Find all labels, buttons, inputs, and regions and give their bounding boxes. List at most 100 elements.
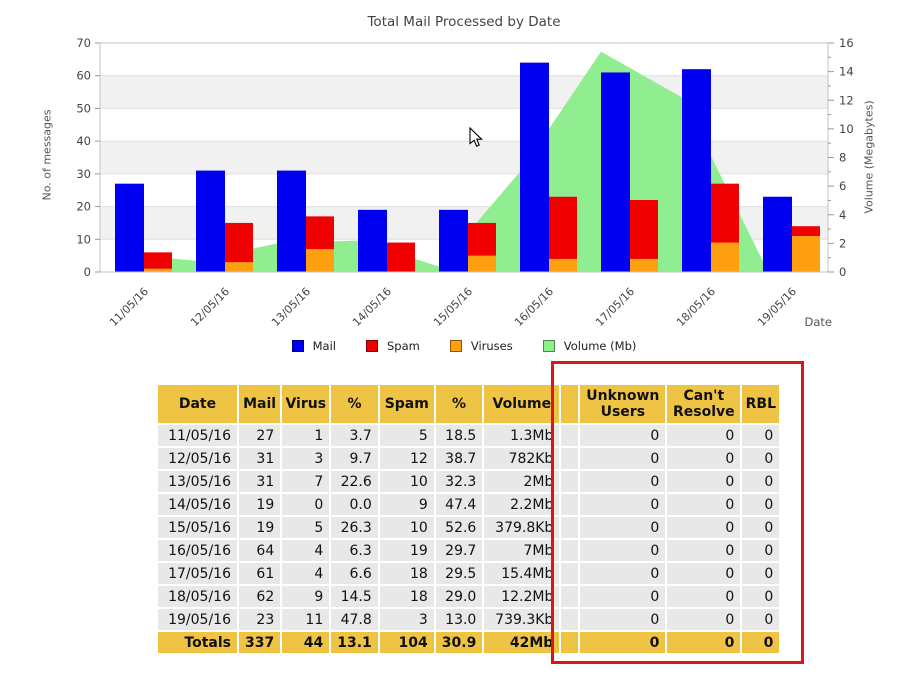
cell: 0 [580,471,666,492]
svg-text:6: 6 [839,179,846,193]
legend-item-spam: Spam [365,339,420,353]
svg-text:15/05/16: 15/05/16 [431,285,475,329]
cell: 19/05/16 [158,609,237,630]
cell [561,517,579,538]
column-header-unknown-users: Unknown Users [580,385,666,423]
table-row: 15/05/16 19 5 26.3 10 52.6 379.8Kb 0 0 0 [158,517,780,538]
cell: 0 [742,609,780,630]
cell: 0 [667,517,741,538]
cell [561,563,579,584]
table-row: 17/05/16 61 4 6.6 18 29.5 15.4Mb 0 0 0 [158,563,780,584]
column-header-rbl: RBL [742,385,780,423]
column-header-volume: Volume [484,385,560,423]
svg-text:10: 10 [839,122,854,136]
svg-text:2: 2 [839,236,846,250]
cell: 27 [239,425,281,446]
cell [561,540,579,561]
legend-swatch-icon [542,340,555,352]
cell: 10 [379,517,434,538]
cell: 4 [282,563,330,584]
column-header-can-t-resolve: Can't Resolve [667,385,741,423]
column-header-virus: Virus [282,385,330,423]
cell: 0 [742,448,780,469]
cell: 782Kb [484,448,560,469]
cell: 7 [282,471,330,492]
cell: 0 [282,494,330,515]
column-header-spacer [561,385,579,423]
cell: 0 [742,632,780,653]
legend-item-mail: Mail [291,339,336,353]
svg-text:20: 20 [76,200,91,214]
cell: 4 [282,540,330,561]
cell: 18.5 [435,425,483,446]
cell: 47.8 [331,609,378,630]
legend-swatch-icon [365,340,378,352]
cell: 64 [239,540,281,561]
legend-label: Spam [386,339,420,353]
totals-row: Totals 337 44 13.1 104 30.9 42Mb 0 0 0 [158,632,780,653]
cell: 0 [580,517,666,538]
cell: 44 [282,632,330,653]
legend-item-volume-mb-: Volume (Mb) [542,339,636,353]
cell [561,494,579,515]
cell: 29.7 [435,540,483,561]
cell: 15/05/16 [158,517,237,538]
cell: 16/05/16 [158,540,237,561]
cell: 19 [379,540,434,561]
cell: 1.3Mb [484,425,560,446]
svg-text:60: 60 [76,69,91,83]
cell: 9 [282,586,330,607]
cell: 2Mb [484,471,560,492]
mail-stats-table: Date Mail Virus% Spam% Volume Unknown Users Ca… [156,383,781,655]
cell: 0 [580,632,666,653]
svg-text:8: 8 [839,151,846,165]
legend-swatch-icon [291,340,304,352]
cell: 0 [667,609,741,630]
cell: 0 [742,586,780,607]
table-header-row: Date Mail Virus% Spam% Volume Unknown Users Ca… [158,385,780,423]
table-row: 18/05/16 62 9 14.5 18 29.0 12.2Mb 0 0 0 [158,586,780,607]
cell: 6.3 [331,540,378,561]
cell: 42Mb [484,632,560,653]
cell: 0 [742,471,780,492]
cell: 23 [239,609,281,630]
svg-text:70: 70 [76,36,91,50]
mail-chart: 0 10 20 30 40 50 60 70 0 2 4 6 8 10 12 14 16 11/05/16 12/0… [76,36,854,329]
cell: 14.5 [331,586,378,607]
cell: 5 [379,425,434,446]
cell: 31 [239,448,281,469]
cell: 61 [239,563,281,584]
cell: 0 [667,632,741,653]
table-row: 14/05/16 19 0 0.0 9 47.4 2.2Mb 0 0 0 [158,494,780,515]
cell: 739.3Kb [484,609,560,630]
cell [561,609,579,630]
x-axis-label: Date [804,315,833,329]
cell: 7Mb [484,540,560,561]
cell: 10 [379,471,434,492]
cell: 12.2Mb [484,586,560,607]
cell: 17/05/16 [158,563,237,584]
cell [561,425,579,446]
cell: 0 [580,563,666,584]
svg-text:12/05/16: 12/05/16 [188,285,232,329]
svg-text:10: 10 [76,232,91,246]
cell [561,632,579,653]
cell: 3 [282,448,330,469]
cell: 3 [379,609,434,630]
table-row: 12/05/16 31 3 9.7 12 38.7 782Kb 0 0 0 [158,448,780,469]
cell: 0 [580,425,666,446]
cell: 13.1 [331,632,378,653]
cell: 13/05/16 [158,471,237,492]
cell: 0 [742,517,780,538]
cell: 0 [580,494,666,515]
cell: 0.0 [331,494,378,515]
cell: 0 [667,563,741,584]
cell: Totals [158,632,237,653]
highlight-box [551,361,804,664]
cell: 0 [667,471,741,492]
cell: 38.7 [435,448,483,469]
chart-legend: Mail Spam Viruses Volume (Mb) [100,339,828,353]
cell: 62 [239,586,281,607]
cell: 0 [667,586,741,607]
